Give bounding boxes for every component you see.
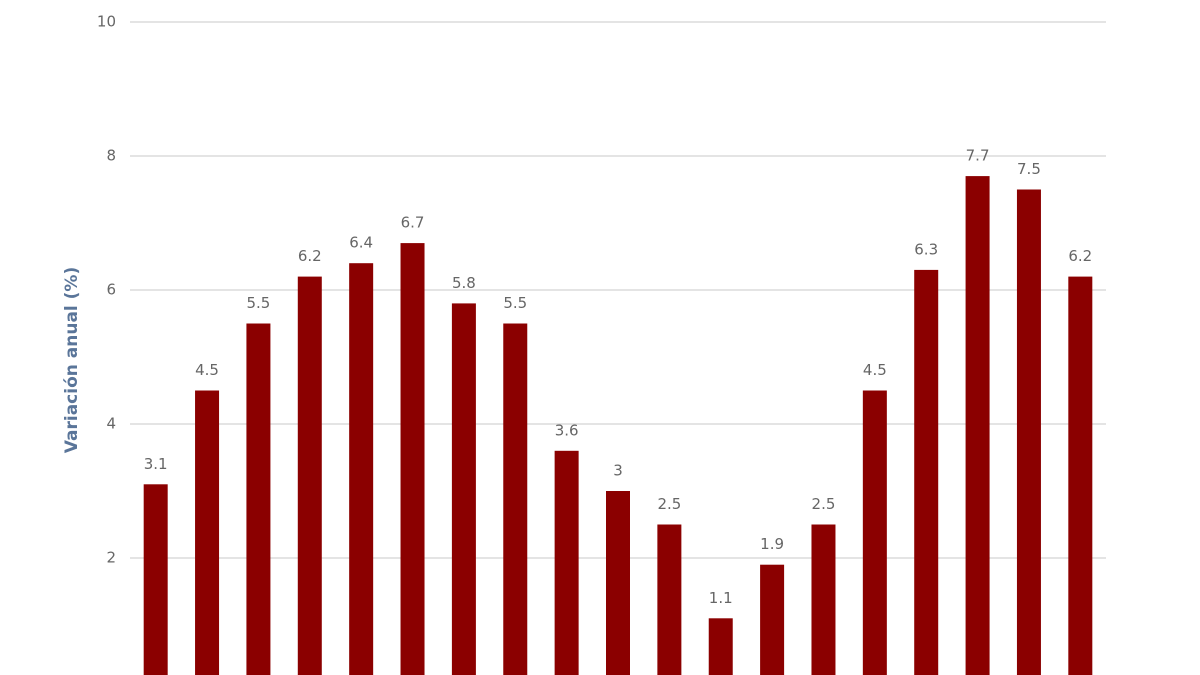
bar — [760, 564, 785, 675]
bar — [657, 524, 682, 675]
bar — [143, 484, 168, 675]
value-label: 2.5 — [657, 495, 681, 513]
bar — [862, 390, 887, 675]
y-tick-label: 8 — [106, 147, 116, 165]
bar — [1068, 276, 1093, 675]
y-tick-label: 6 — [106, 281, 116, 299]
value-label: 5.5 — [503, 294, 527, 312]
value-label: 6.2 — [298, 247, 322, 265]
bar — [451, 303, 476, 675]
value-label: 3 — [613, 462, 623, 480]
bar — [554, 450, 579, 675]
value-label: 6.7 — [401, 214, 425, 232]
y-tick-label: 4 — [106, 415, 116, 433]
value-label: 5.5 — [246, 294, 270, 312]
value-label: 5.8 — [452, 274, 476, 292]
y-tick-label: 2 — [106, 549, 116, 567]
bar — [195, 390, 220, 675]
value-label: 2.5 — [812, 495, 836, 513]
bar — [400, 243, 425, 675]
y-axis-title: Variación anual (%) — [62, 267, 82, 453]
value-label: 6.4 — [349, 234, 373, 252]
bar — [1016, 189, 1041, 675]
bar — [297, 276, 322, 675]
bar — [708, 618, 733, 675]
bar — [606, 491, 630, 675]
value-label: 4.5 — [863, 361, 887, 379]
y-tick-label: 10 — [97, 13, 116, 31]
value-label: 1.1 — [709, 589, 733, 607]
bar — [811, 524, 836, 675]
value-label: 4.5 — [195, 361, 219, 379]
value-label: 6.3 — [914, 240, 938, 258]
bar — [914, 269, 939, 675]
value-label: 1.9 — [760, 535, 784, 553]
value-label: 7.5 — [1017, 160, 1041, 178]
value-label: 3.6 — [555, 421, 579, 439]
bar — [965, 176, 990, 675]
bar — [349, 263, 374, 675]
bar — [503, 323, 528, 675]
bar — [246, 323, 271, 675]
value-label: 7.7 — [966, 147, 990, 165]
value-label: 6.2 — [1068, 247, 1092, 265]
value-label: 3.1 — [144, 455, 168, 473]
